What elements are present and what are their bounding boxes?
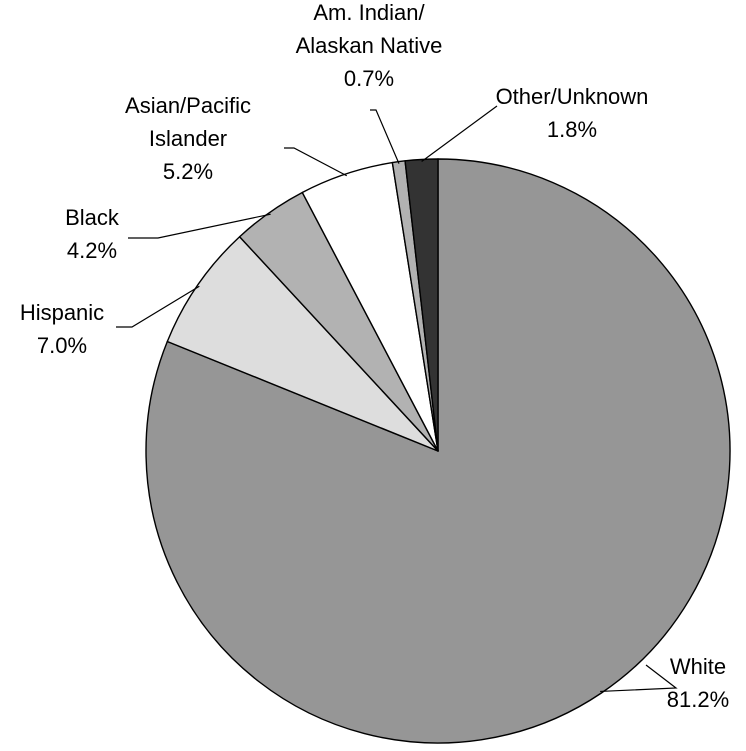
leader-line-asian-pacific-islander: [284, 147, 348, 177]
slice-label-am-indian-alaskan-native: Am. Indian/Alaskan Native 0.7%: [296, 0, 443, 91]
leader-line-white: [600, 664, 678, 693]
leader-line-other-unknown: [421, 105, 498, 162]
pie-slices: [145, 158, 731, 744]
leader-line-hispanic: [116, 285, 200, 328]
slice-labels: White 81.2% Hispanic 7.0% Black 4.2%Asian/Pac…: [20, 0, 729, 712]
slice-label-hispanic: Hispanic 7.0%: [20, 300, 104, 358]
leader-lines: [116, 105, 678, 693]
slice-label-asian-pacific-islander: Asian/Pacific Islander 5.2%: [125, 93, 251, 184]
pie-slice-hispanic: [166, 236, 439, 452]
leader-line-black: [128, 213, 271, 239]
slice-label-white: White 81.2%: [667, 654, 729, 712]
slice-label-other-unknown: Other/Unknown 1.8%: [496, 84, 649, 142]
slice-label-black: Black 4.2%: [65, 205, 120, 263]
leader-line-am-indian-alaskan-native: [370, 109, 400, 164]
pie-slice-other-unknown: [404, 158, 439, 452]
pie-slice-white: [145, 158, 731, 744]
